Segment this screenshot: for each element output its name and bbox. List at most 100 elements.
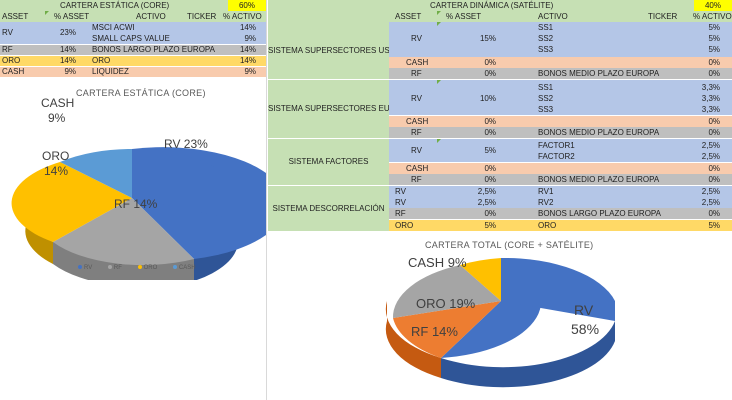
activo-cell: FACTOR1	[538, 141, 575, 150]
table-row	[389, 163, 732, 174]
legend-label: ORO	[143, 265, 158, 271]
pie-slice-rv-top	[501, 257, 615, 321]
slice-label-oro: ORO	[42, 149, 70, 163]
asset-cell: RF	[395, 209, 406, 218]
chart-title: CARTERA TOTAL (CORE + SATÉLITE)	[425, 240, 594, 250]
table-row	[389, 80, 732, 115]
pct-activo-cell: 14%	[239, 23, 256, 32]
asset-cell: RV	[395, 198, 406, 207]
pct-asset-cell: 0%	[484, 58, 496, 67]
asset-cell: RF	[411, 128, 422, 137]
pie-side-oro	[25, 198, 53, 264]
pct-asset-cell: 0%	[484, 175, 496, 184]
table-row	[389, 22, 732, 57]
pct-activo-cell: 0%	[708, 128, 720, 137]
chart-legend: RV RF ORO CASH	[72, 265, 196, 271]
table-row	[0, 22, 266, 44]
system-label: SISTEMA SUPERSECTORES USA	[268, 46, 395, 55]
table-row	[389, 68, 732, 79]
pct-activo-cell: 0%	[708, 164, 720, 173]
pct-activo-cell: 3,3%	[701, 105, 720, 114]
col-activo: ACTIVO	[136, 12, 166, 21]
system-block	[268, 11, 389, 79]
pct-activo-cell: 0%	[708, 58, 720, 67]
gridline	[266, 0, 267, 400]
table-row	[389, 174, 732, 185]
table-row	[0, 45, 266, 55]
pct-asset-cell: 0%	[484, 209, 496, 218]
pct-activo-cell: 9%	[244, 34, 256, 43]
activo-cell: BONOS MEDIO PLAZO EUROPA	[538, 69, 660, 78]
asset-cell: CASH	[406, 58, 429, 67]
pie-side-rf	[385, 301, 441, 378]
activo-cell: SS3	[538, 105, 554, 114]
system-block	[268, 80, 389, 138]
legend-swatch-cash	[172, 265, 177, 270]
pct-activo-cell: 0%	[708, 175, 720, 184]
col-ticker: TICKER	[648, 12, 678, 21]
asset-cell: ORO	[2, 56, 21, 65]
pie-slice-rf	[393, 301, 501, 358]
pie-slice-rv-top	[132, 149, 238, 220]
slice-label-oro-value: 14%	[44, 164, 69, 178]
slice-label-cash-value: 9%	[48, 111, 66, 125]
weight-value: 60%	[238, 1, 255, 10]
asset-cell: RV	[411, 94, 422, 103]
asset-cell: CASH	[406, 164, 429, 173]
comment-marker	[45, 11, 49, 15]
slice-label-rv: RV	[574, 302, 594, 318]
activo-cell: BONOS LARGO PLAZO EUROPA	[92, 45, 215, 54]
pct-asset-cell: 15%	[479, 34, 496, 43]
pct-activo-cell: 14%	[239, 45, 256, 54]
pie-slice-cash	[60, 148, 132, 198]
table-title-bar	[0, 0, 228, 11]
activo-cell: SMALL CAPS VALUE	[92, 34, 170, 43]
pct-activo-cell: 5%	[708, 34, 720, 43]
activo-cell: RV1	[538, 187, 554, 196]
col-activo: ACTIVO	[538, 12, 568, 21]
chart-title: CARTERA ESTÁTICA (CORE)	[76, 88, 206, 98]
pie-slice-rf	[53, 198, 194, 266]
comment-marker	[437, 11, 441, 15]
legend-swatch-rf	[107, 265, 112, 270]
col-asset: ASSET	[395, 12, 422, 21]
pct-asset-cell: 0%	[484, 164, 496, 173]
slice-label-cash: CASH 9%	[408, 255, 467, 270]
comment-marker	[437, 80, 441, 84]
comment-marker	[437, 22, 441, 26]
pct-activo-cell: 5%	[708, 23, 720, 32]
col-pct-activo: % ACTIVO	[693, 12, 732, 21]
table-row	[389, 139, 732, 162]
table-row	[389, 220, 732, 231]
slice-label-rv: RV 23%	[164, 137, 208, 151]
asset-cell: RF	[411, 175, 422, 184]
asset-cell: RV	[411, 34, 422, 43]
table-row	[389, 116, 732, 127]
activo-cell: BONOS LARGO PLAZO EUROPA	[538, 209, 661, 218]
pie-slice-oro	[392, 265, 501, 318]
legend-label: RV	[84, 265, 93, 271]
activo-cell: ORO	[92, 56, 111, 65]
pct-asset-cell: 2,5%	[477, 198, 496, 207]
asset-cell: RF	[2, 45, 13, 54]
pct-asset-cell: 9%	[64, 67, 76, 76]
slice-label-oro: ORO 19%	[416, 296, 476, 311]
activo-cell: SS1	[538, 23, 554, 32]
table-row	[389, 186, 732, 208]
weight-badge	[694, 0, 732, 11]
activo-cell: BONOS MEDIO PLAZO EUROPA	[538, 128, 660, 137]
weight-value: 40%	[704, 1, 721, 10]
pct-asset-cell: 5%	[484, 221, 496, 230]
activo-cell: ORO	[538, 221, 557, 230]
legend-swatch-rv	[78, 265, 82, 270]
slice-label-cash: CASH	[41, 96, 75, 110]
asset-cell: RV	[395, 187, 406, 196]
pct-activo-cell: 0%	[708, 117, 720, 126]
table-title-bar	[268, 0, 694, 11]
activo-cell: SS2	[538, 94, 554, 103]
pie-svg	[11, 147, 266, 280]
pct-asset-cell: 2,5%	[477, 187, 496, 196]
activo-cell: MSCI ACWI	[92, 23, 135, 32]
slice-label-rf: RF 14%	[114, 197, 158, 211]
activo-cell: FACTOR2	[538, 152, 575, 161]
